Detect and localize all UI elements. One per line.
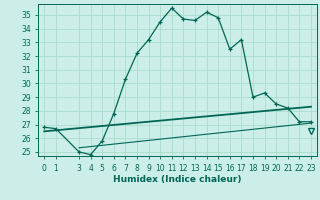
X-axis label: Humidex (Indice chaleur): Humidex (Indice chaleur) <box>113 175 242 184</box>
